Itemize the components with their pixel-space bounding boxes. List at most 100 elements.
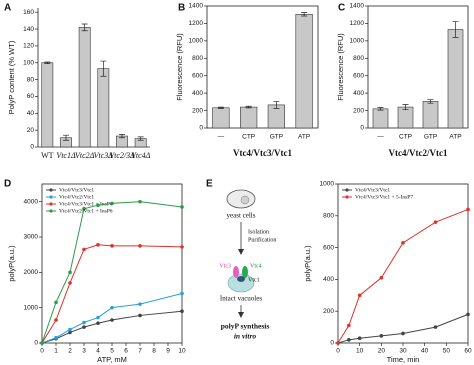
y-tick-label: 1200 [189, 20, 204, 27]
x-tick-label: — [218, 134, 225, 141]
data-point [466, 312, 470, 317]
diagram: yeast cells Isolation Purification Vtc3 … [219, 189, 276, 341]
series-line [337, 313, 469, 344]
error-bar [245, 105, 252, 109]
x-axis-label: Vtc4/Vtc3/Vtc1 [233, 148, 292, 158]
error-bar [301, 12, 308, 17]
arrow-head [238, 249, 244, 255]
y-tick-label: 800 [323, 213, 334, 220]
data-point [347, 338, 351, 342]
vacuole [227, 273, 255, 293]
data-point [180, 291, 184, 296]
plot-frame [206, 5, 319, 129]
bar [447, 29, 464, 129]
data-point [180, 309, 184, 314]
y-axis-label: Fluorescence (RFU) [336, 33, 345, 101]
x-tick-label: Vtc1Δ [56, 151, 76, 160]
vtc1-shape [237, 276, 245, 282]
error-bar [377, 107, 384, 111]
plot-frame [367, 5, 469, 129]
y-tick-label: 160 [23, 9, 34, 16]
bar [97, 68, 110, 148]
panel-label: C [338, 3, 345, 14]
bar [212, 107, 230, 129]
data-point [138, 302, 142, 306]
y-axis-label: polyP(a.u.) [7, 245, 16, 282]
data-point [138, 313, 142, 318]
data-point [379, 276, 384, 280]
x-tick-label: 9 [166, 348, 170, 355]
legend-label: Vtc4/Vtc3/Vtc1 + 5-InsP7 [355, 194, 413, 200]
bar [422, 101, 439, 129]
error-bar [273, 101, 280, 109]
data-point [180, 245, 184, 249]
data-point [96, 242, 100, 247]
y-tick-label: 1000 [350, 38, 365, 45]
y-tick-label: 0 [34, 340, 38, 347]
series-line [337, 208, 469, 344]
y-axis-label: Fluorescence (RFU) [175, 33, 184, 101]
data-point [110, 201, 114, 206]
bar [41, 62, 54, 148]
error-bar [137, 136, 144, 141]
data-point [138, 244, 142, 248]
diagram-text: Vtc1 [248, 277, 260, 283]
data-point [68, 327, 72, 332]
x-tick-label: WT [41, 151, 54, 160]
error-bar [452, 21, 459, 38]
y-tick-label: 2000 [24, 269, 39, 276]
y-tick-label: 1200 [350, 20, 365, 27]
diagram-text: polyP synthesis [221, 322, 270, 331]
data-point [82, 247, 86, 252]
x-tick-label: 40 [421, 348, 429, 355]
data-point [180, 205, 184, 209]
y-axis-label: PolyP content (% WT) [7, 40, 16, 114]
y-tick-label: 0 [199, 125, 203, 132]
panel-label: D [4, 179, 11, 190]
y-tick-label: 0 [330, 340, 334, 347]
y-tick-label: 1400 [350, 3, 365, 10]
bar [78, 27, 91, 148]
x-tick-label: 3 [82, 348, 86, 355]
y-tick-label: 4000 [24, 198, 39, 205]
series-line [41, 310, 183, 344]
vtc3-shape [233, 266, 239, 278]
panel-label: E [206, 179, 213, 190]
x-axis-label: Time, min [387, 355, 420, 364]
data-point [336, 341, 340, 345]
y-tick-label: 1000 [189, 38, 204, 45]
y-tick-label: 200 [353, 107, 364, 114]
y-tick-label: 120 [23, 43, 34, 50]
diagram-text: Vtc3 [219, 263, 231, 269]
x-tick-label: GTP [424, 134, 437, 141]
y-tick-label: 0 [30, 144, 34, 151]
x-tick-label: 4 [96, 348, 100, 355]
x-tick-label: 30 [399, 348, 407, 355]
x-tick-label: Vtc2/3Δ [109, 151, 135, 160]
panel-label: A [4, 3, 11, 14]
y-tick-label: 1400 [189, 3, 204, 10]
y-tick-label: 200 [323, 308, 334, 315]
x-axis-label: Vtc4/Vtc2/Vtc1 [389, 148, 448, 158]
x-tick-label: 7 [138, 348, 142, 355]
series-line [41, 201, 183, 344]
data-point [96, 315, 100, 320]
x-tick-label: 10 [178, 348, 186, 355]
data-point [96, 321, 100, 326]
x-tick-label: 20 [378, 348, 386, 355]
y-tick-label: 80 [27, 76, 35, 83]
bar [240, 106, 258, 129]
y-tick-label: 600 [323, 244, 334, 251]
data-point [68, 270, 72, 275]
y-tick-label: 60 [27, 93, 35, 100]
x-tick-label: 50 [443, 348, 451, 355]
x-tick-label: 10 [356, 348, 364, 355]
error-bar [217, 106, 224, 109]
x-tick-label: ATP [449, 134, 461, 141]
error-bar [44, 61, 51, 64]
y-tick-label: 1000 [24, 304, 39, 311]
x-tick-label: Vtc3Δ [94, 151, 114, 160]
legend-marker [345, 195, 349, 199]
legend-label: Vtc4/Vtc2/Vtc1 + InsP6 [59, 208, 113, 214]
